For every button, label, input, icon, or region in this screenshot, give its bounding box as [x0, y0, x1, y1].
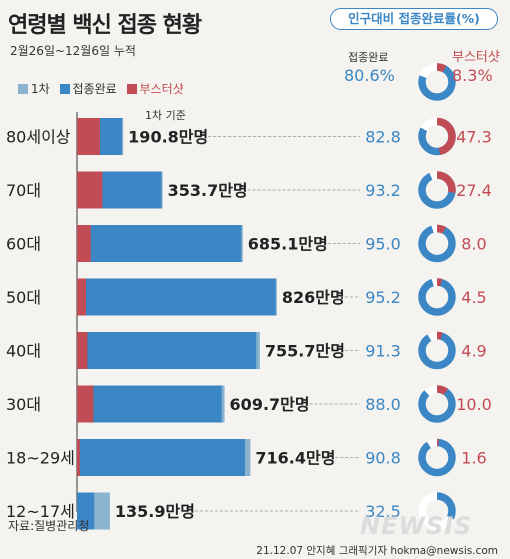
category-label: 60대 [6, 235, 41, 254]
bar-booster [77, 171, 103, 209]
complete-rate-label: 82.8 [365, 128, 401, 147]
category-label: 50대 [6, 288, 41, 307]
first-dose-note: 1차 기준 [145, 109, 186, 122]
bar-complete [77, 278, 276, 316]
booster-rate-label: 8.0 [461, 235, 486, 254]
legend-complete: 접종완료 [59, 82, 117, 96]
bar-complete [77, 225, 242, 262]
bar-booster [77, 439, 80, 476]
complete-rate-label: 32.5 [365, 502, 401, 521]
ring-complete [418, 278, 456, 316]
bar-complete [77, 439, 245, 476]
legend-booster-swatch [126, 84, 137, 94]
complete-rate-label: 95.0 [365, 235, 401, 254]
total-booster-value: 8.3% [452, 66, 493, 85]
source-note: 자료:질병관리청 [8, 519, 90, 533]
category-label: 30대 [6, 395, 41, 414]
first-dose-label: 755.7만명 [265, 342, 345, 361]
complete-rate-label: 93.2 [365, 181, 401, 200]
legend-complete-swatch [59, 84, 70, 94]
ring-booster [418, 438, 456, 477]
category-label: 12~17세 [6, 502, 75, 521]
booster-rate-label: 4.5 [461, 288, 486, 307]
first-dose-label: 609.7만명 [230, 395, 310, 414]
first-dose-label: 826만명 [282, 288, 345, 307]
legend-first-swatch [18, 84, 28, 94]
ring-complete [418, 331, 456, 370]
bar-complete [77, 492, 95, 530]
first-dose-label: 353.7만명 [168, 181, 248, 200]
total-complete-label: 접종완료 [348, 51, 389, 64]
complete-rate-label: 88.0 [365, 395, 401, 414]
bar-booster [77, 332, 88, 369]
category-label: 80세이상 [6, 128, 71, 147]
total-complete-value: 80.6% [344, 66, 395, 85]
legend-booster: 부스터샷 [126, 82, 184, 96]
ring-booster [418, 331, 456, 370]
category-label: 18~29세 [6, 449, 75, 468]
complete-rate-label: 90.8 [365, 449, 401, 468]
completion-rate-badge: 인구대비 접종완료률(%) [330, 8, 498, 30]
legend: 1차 접종완료 부스터샷 [18, 80, 190, 97]
ring-complete [418, 224, 456, 263]
booster-rate-label: 10.0 [456, 395, 492, 414]
ring-booster [418, 117, 456, 156]
category-label: 70대 [6, 181, 41, 200]
complete-rate-label: 91.3 [365, 342, 401, 361]
booster-rate-label: 47.3 [456, 128, 492, 147]
newsis-watermark: NEWSIS [360, 512, 473, 540]
ring-booster [418, 224, 456, 263]
bar-booster [77, 118, 100, 155]
booster-rate-label: 27.4 [456, 181, 492, 200]
ring-complete [418, 438, 456, 477]
ring-booster [418, 385, 456, 423]
chart-title: 연령별 백신 접종 현황 [8, 13, 202, 38]
credit-line: 21.12.07 안지혜 그래픽기자 hokma@newsis.com [256, 545, 498, 557]
legend-first-dose: 1차 [18, 82, 50, 96]
ring-booster [418, 63, 456, 101]
bar-complete [77, 385, 222, 423]
first-dose-label: 716.4만명 [255, 449, 335, 468]
complete-rate-label: 95.2 [365, 288, 401, 307]
bar-booster [77, 385, 94, 423]
first-dose-label: 190.8만명 [128, 128, 208, 147]
booster-rate-label: 1.6 [461, 449, 486, 468]
bar-booster [77, 278, 86, 316]
ring-booster [418, 278, 456, 316]
category-label: 40대 [6, 342, 41, 361]
first-dose-label: 685.1만명 [248, 235, 328, 254]
ring-complete [418, 492, 456, 530]
total-booster-label: 부스터샷 [452, 50, 500, 65]
bar-booster [77, 225, 91, 262]
bar-complete [77, 332, 257, 369]
first-dose-label: 135.9만명 [115, 502, 195, 521]
booster-rate-label: 4.9 [461, 342, 486, 361]
chart-subtitle: 2월26일~12월6일 누적 [10, 44, 136, 58]
ring-complete [418, 385, 456, 423]
ring-booster [418, 171, 456, 209]
